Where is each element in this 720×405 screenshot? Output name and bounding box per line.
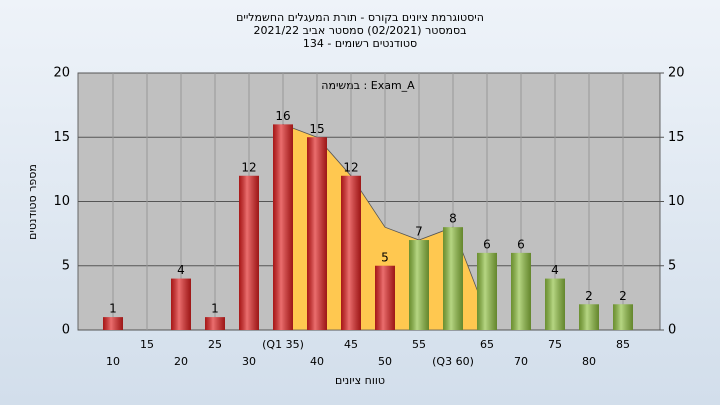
x-axis-label: טווח ציונים [335,374,385,387]
value-label: 4 [551,263,559,277]
bar-shade [579,304,599,330]
bar-shade [307,137,327,330]
value-label: 12 [241,160,256,174]
y-axis-label: מספר סטודנטים [26,164,39,240]
x-tick-label: 50 [378,355,392,368]
value-label: 5 [381,250,389,264]
annotation: במשימה : Exam_A [321,79,415,92]
y-tick-label: 20 [53,66,70,81]
y2-tick-label: 15 [668,130,685,145]
bar-shade [171,278,191,330]
y2-tick-label: 10 [668,194,685,209]
bar-shade [375,265,395,330]
y-tick-label: 5 [62,258,70,273]
bar-shade [477,252,497,330]
x-tick-label: 45 [344,338,358,351]
x-tick-label: 15 [140,338,154,351]
x-tick-label: (Q3 60) [432,355,474,368]
title-line: היסטוגרמת ציונים בקורס - תורת המעגלים הח… [236,11,484,24]
y-tick-label: 0 [62,323,70,338]
value-label: 12 [343,160,358,174]
x-tick-label: 55 [412,338,426,351]
y2-tick-label: 0 [668,323,676,338]
value-label: 8 [449,212,457,226]
x-tick-label: 70 [514,355,528,368]
value-label: 4 [177,263,185,277]
x-tick-label: 65 [480,338,494,351]
bar-shade [409,240,429,330]
bar-shade [443,227,463,330]
x-tick-label: 25 [208,338,222,351]
bar-shade [613,304,633,330]
bar-shade [545,278,565,330]
value-label: 6 [483,237,491,251]
x-tick-label: 10 [106,355,120,368]
y2-tick-label: 20 [668,66,685,81]
bar-shade [239,175,259,330]
bar-shade [273,124,293,331]
title-line: סטודנטים רשומים - 134 [303,37,417,50]
x-tick-label: 20 [174,355,188,368]
value-label: 2 [585,289,593,303]
y-tick-label: 10 [53,194,70,209]
bar-shade [341,175,361,330]
bar-shade [205,317,225,330]
value-label: 7 [415,225,423,239]
x-tick-label: 85 [616,338,630,351]
x-tick-label: 75 [548,338,562,351]
title-line: בסמסטר (02/2021) סמסטר אביב 2021/22 [253,24,466,37]
value-label: 2 [619,289,627,303]
value-label: 15 [309,122,324,136]
y-tick-label: 15 [53,130,70,145]
value-label: 16 [275,109,290,123]
bar-shade [511,252,531,330]
x-tick-label: 40 [310,355,324,368]
y2-tick-label: 5 [668,258,676,273]
bar-shade [103,317,123,330]
value-label: 1 [109,302,117,316]
x-tick-label: 80 [582,355,596,368]
x-tick-label: (Q1 35) [262,338,304,351]
value-label: 6 [517,237,525,251]
x-tick-label: 30 [242,355,256,368]
value-label: 1 [211,302,219,316]
